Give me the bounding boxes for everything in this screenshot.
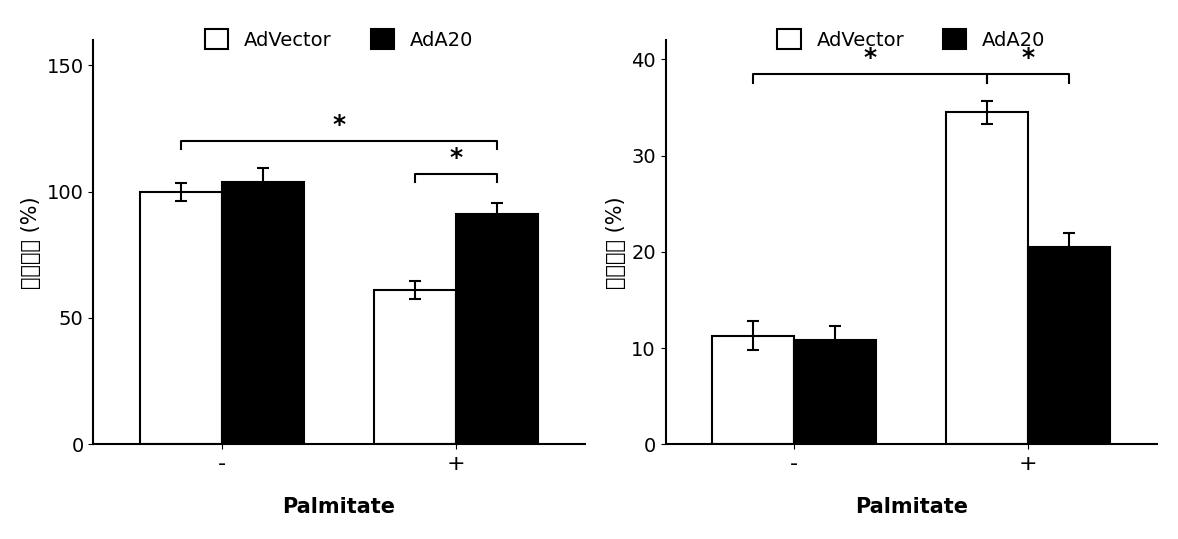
Y-axis label: 细胞活力 (%): 细胞活力 (%) [21,196,41,288]
Bar [456,215,538,444]
Bar [946,112,1028,444]
Bar [1028,247,1111,444]
Text: *: * [863,46,876,70]
Text: *: * [1021,46,1035,70]
Bar [794,340,876,444]
Y-axis label: 细胞损伤 (%): 细胞损伤 (%) [605,196,626,288]
Bar [375,290,456,444]
Text: *: * [450,146,463,170]
Text: *: * [332,113,345,137]
Legend: AdVector, AdA20: AdVector, AdA20 [198,22,481,58]
Legend: AdVector, AdA20: AdVector, AdA20 [769,22,1053,58]
Bar [140,192,221,444]
Text: Palmitate: Palmitate [283,497,396,517]
Text: Palmitate: Palmitate [855,497,968,517]
Bar [221,182,304,444]
Bar [713,335,794,444]
